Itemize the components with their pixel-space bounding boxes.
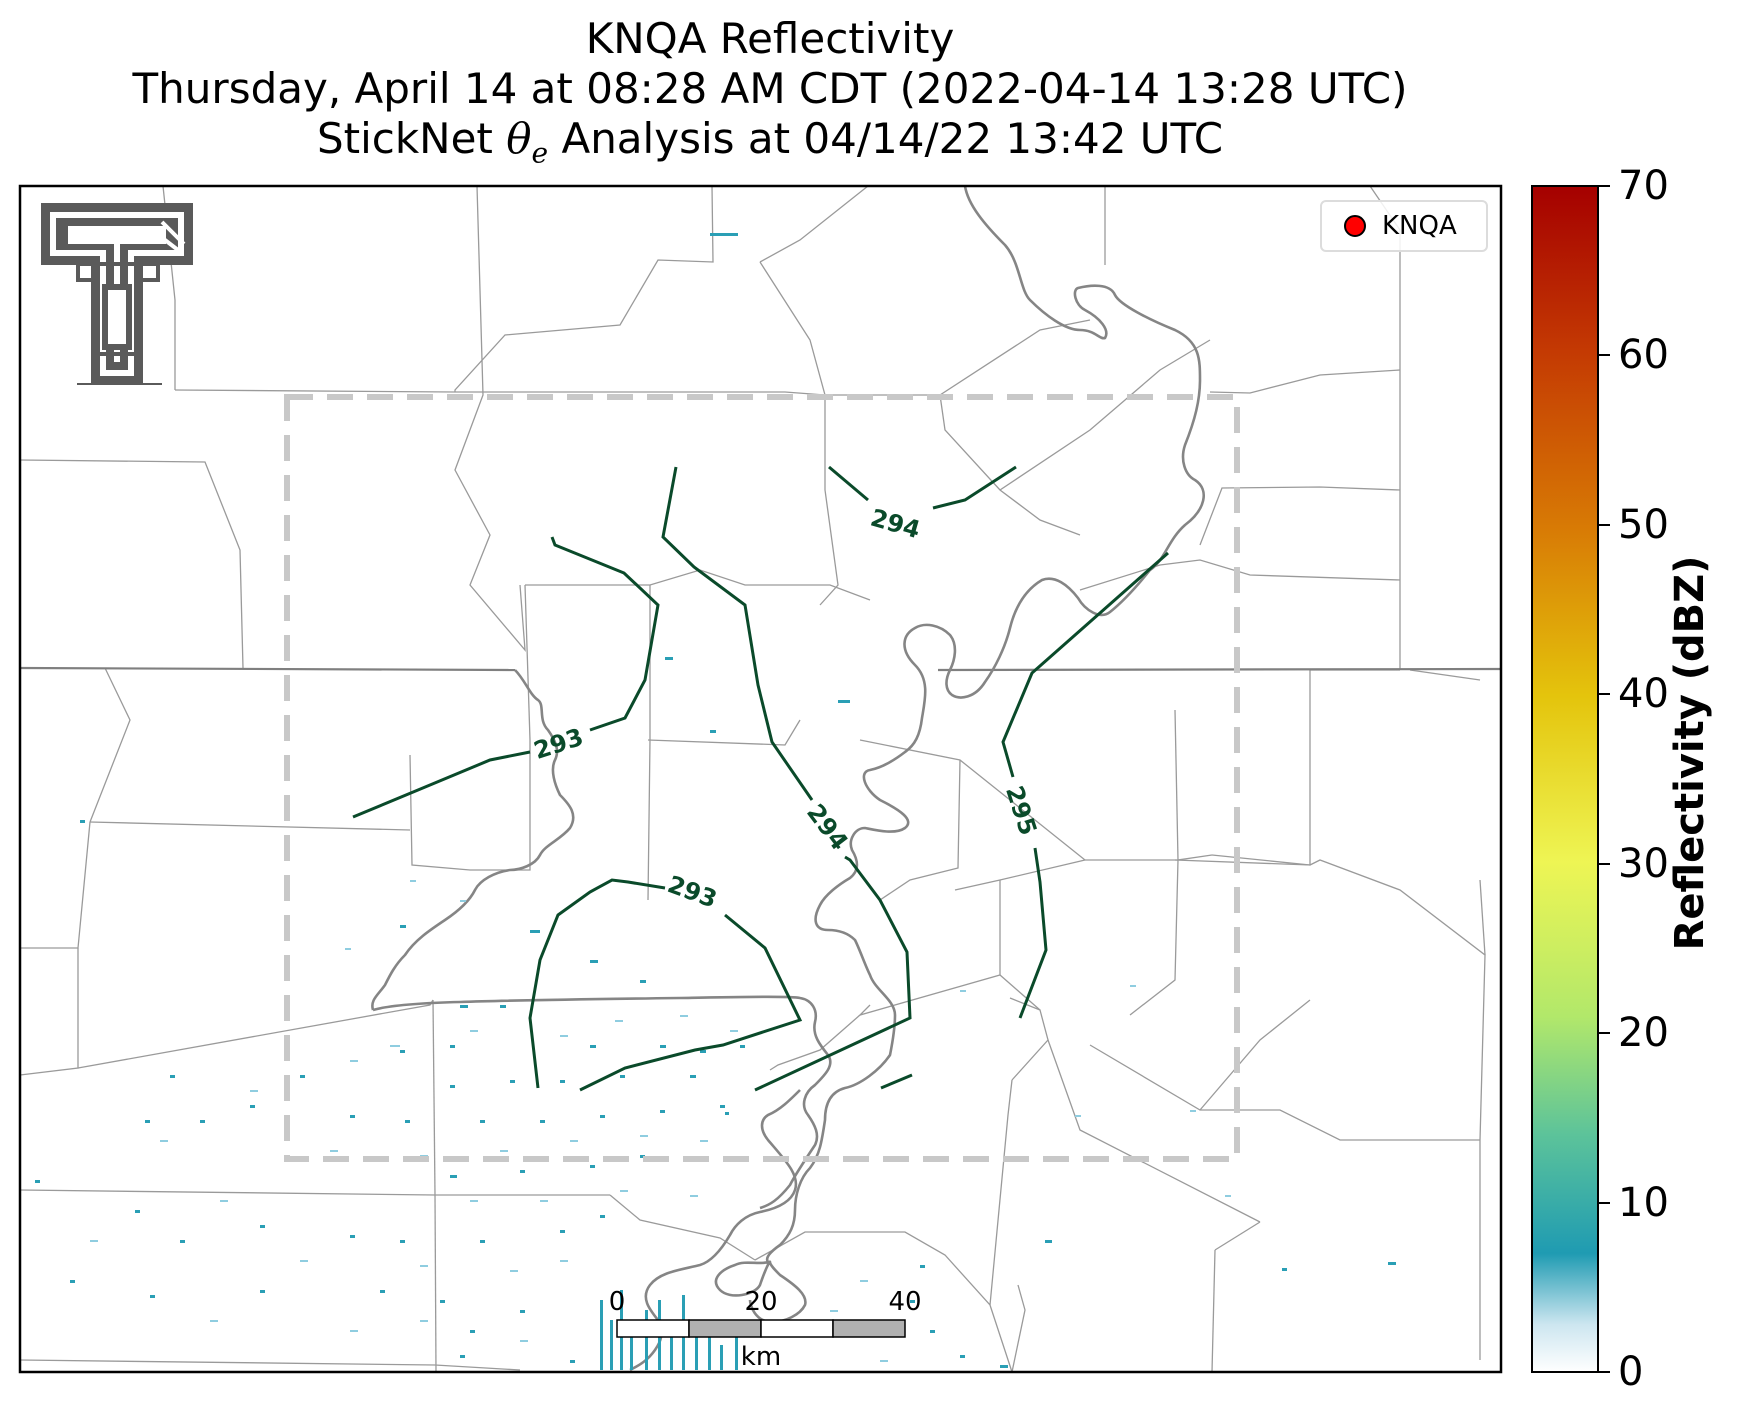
scale-tick-20: 20 bbox=[744, 1287, 777, 1317]
colorbar-tick-20: 20 bbox=[1618, 1010, 1669, 1056]
theta-symbol: θe bbox=[506, 114, 549, 170]
colorbar-tick-30: 30 bbox=[1618, 841, 1669, 887]
scale-bar: 0 20 40 km bbox=[609, 1287, 922, 1372]
red-river-south bbox=[372, 995, 832, 1210]
colorbar-tick-10: 10 bbox=[1618, 1180, 1669, 1226]
contour-label-293-west: 293 bbox=[530, 723, 586, 765]
contour-293-west bbox=[352, 750, 531, 819]
contour-293-south bbox=[528, 878, 666, 1089]
contour-label-294-north: 294 bbox=[868, 504, 924, 545]
map-title: KNQA Reflectivity Thursday, April 14 at … bbox=[0, 14, 1540, 178]
contour-294-central bbox=[661, 466, 814, 801]
colorbar-tick-60: 60 bbox=[1618, 332, 1669, 378]
scale-tick-40: 40 bbox=[888, 1287, 921, 1317]
contour-294-north bbox=[828, 465, 869, 502]
contour-295 bbox=[1018, 847, 1048, 1019]
scale-unit: km bbox=[741, 1342, 781, 1372]
colorbar-tick-70: 70 bbox=[1618, 163, 1669, 209]
title-line-3: StickNet θe Analysis at 04/14/22 13:42 U… bbox=[316, 114, 1224, 170]
map-legend: KNQA bbox=[1320, 200, 1488, 252]
state-boundary bbox=[20, 666, 1501, 672]
red-river bbox=[714, 186, 1205, 1324]
scale-tick-0: 0 bbox=[609, 1287, 626, 1317]
analysis-domain-box bbox=[284, 394, 1240, 1162]
contour-label-293-south: 293 bbox=[664, 870, 721, 913]
colorbar bbox=[1531, 185, 1610, 1373]
texas-tech-double-t-logo bbox=[41, 203, 193, 385]
reflectivity-returns bbox=[35, 233, 1396, 1370]
contour-label-295: 295 bbox=[1000, 782, 1042, 838]
title-line-1: KNQA Reflectivity bbox=[585, 14, 955, 63]
contour-label-294-central: 294 bbox=[801, 799, 854, 856]
map-frame bbox=[18, 184, 1503, 1374]
contour-fragment bbox=[880, 1073, 913, 1090]
colorbar-tick-40: 40 bbox=[1618, 671, 1669, 717]
colorbar-tick-50: 50 bbox=[1618, 502, 1669, 548]
colorbar-tick-0: 0 bbox=[1618, 1349, 1644, 1395]
title-line-2: Thursday, April 14 at 08:28 AM CDT (2022… bbox=[132, 64, 1408, 113]
theta-e-contours bbox=[352, 465, 1169, 1092]
legend-label: KNQA bbox=[1382, 211, 1457, 241]
red-river-west bbox=[371, 669, 575, 1011]
radar-site-marker bbox=[1344, 215, 1366, 237]
county-boundaries bbox=[20, 186, 1486, 1372]
colorbar-label: Reflectivity (dBZ) bbox=[1667, 555, 1713, 951]
